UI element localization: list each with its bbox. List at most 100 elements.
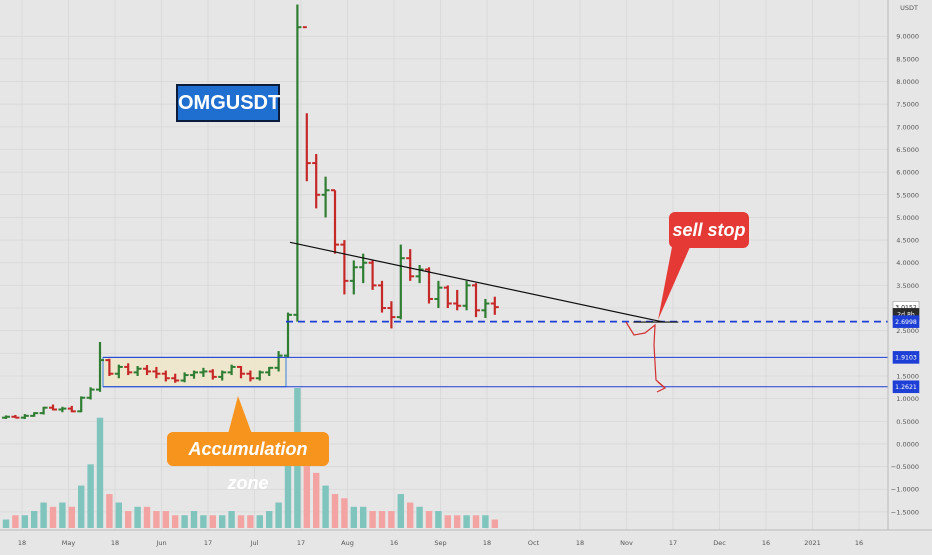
volume-bar [200, 515, 207, 528]
x-tick-label: May [62, 539, 76, 547]
volume-bar [491, 519, 498, 528]
price-tag-box [892, 315, 920, 328]
sell-stop-callout-pointer [658, 247, 690, 320]
x-tick-label: Jul [250, 539, 259, 547]
volume-bar [360, 506, 367, 528]
x-tick-label: 2021 [804, 539, 821, 547]
x-tick-label: Sep [434, 539, 446, 547]
volume-bar [106, 494, 113, 528]
volume-bar [284, 451, 292, 528]
volume-bar [454, 515, 461, 528]
accumulation-zone-label: Accumulation zone [167, 432, 329, 493]
volume-bar [444, 515, 451, 528]
volume-bar [125, 511, 132, 528]
volume-bar [303, 455, 310, 528]
projection-path [625, 321, 666, 389]
y-tick-label: 8.0000 [896, 78, 919, 86]
y-tick-label: 5.0000 [896, 214, 919, 222]
volume-bar [266, 511, 273, 528]
x-tick-label: 16 [390, 539, 398, 547]
x-tick-label: Jun [155, 539, 166, 547]
volume-bar [322, 485, 329, 528]
lines-layer [103, 241, 888, 434]
y-tick-label: 0.0000 [896, 440, 919, 448]
volume-bar [21, 515, 28, 528]
y-tick-label: −1.0000 [891, 486, 919, 494]
x-tick-label: 18 [18, 539, 26, 547]
volume-bar [407, 502, 414, 528]
y-tick-label: 1.5000 [896, 372, 919, 380]
price-tag-label: 1.9103 [895, 355, 917, 362]
volume-bar [2, 519, 10, 528]
x-tick-label: Dec [713, 539, 726, 547]
x-tick-label: 16 [855, 539, 863, 547]
volume-bar [78, 485, 85, 528]
volume-bar [162, 511, 169, 528]
descending-trendline [289, 241, 664, 323]
price-tag-label: 1.2621 [895, 384, 917, 391]
x-tick-label: 17 [204, 539, 212, 547]
x-tick-label: 18 [483, 539, 491, 547]
volume-bar [190, 511, 198, 528]
volume-bar [331, 494, 339, 528]
grid-layer [0, 0, 888, 530]
y-tick-label: 6.0000 [896, 169, 919, 177]
volume-bar [237, 515, 245, 528]
x-tick-label: Aug [341, 539, 354, 547]
volume-bar [31, 511, 38, 528]
volume-bar [256, 515, 263, 528]
volume-bar [369, 511, 376, 528]
y-tick-label: 7.5000 [896, 101, 919, 109]
accumulation-callout-pointer [228, 396, 252, 434]
volume-bar [397, 494, 404, 528]
x-tick-label: 17 [669, 539, 677, 547]
x-tick-label: Nov [620, 539, 633, 547]
volume-bar [143, 506, 151, 528]
volume-bar [68, 506, 75, 528]
currency-label: USDT [900, 4, 918, 12]
price-tag-box [892, 351, 920, 364]
x-tick-label: 17 [297, 539, 305, 547]
volume-bar [388, 511, 395, 528]
y-tick-label: 3.5000 [896, 282, 919, 290]
volume-bar [378, 511, 386, 528]
volume-bar [134, 506, 141, 528]
y-tick-label: 4.0000 [896, 259, 919, 267]
volume-bar [435, 511, 442, 528]
price-tag-label: 2d 8h [897, 312, 915, 319]
y-tick-label: 6.5000 [896, 146, 919, 154]
volume-bar [219, 515, 226, 528]
sell-stop-label: sell stop [669, 212, 749, 248]
x-tick-label: 16 [762, 539, 770, 547]
y-tick-label: 4.5000 [896, 237, 919, 245]
volume-bar [153, 511, 160, 528]
y-tick-label: 1.0000 [896, 395, 919, 403]
volume-bar [275, 502, 282, 528]
volume-bar [341, 498, 348, 528]
volume-bar [115, 502, 122, 528]
projection-arrowhead [656, 381, 667, 393]
price-tag-box [892, 380, 920, 394]
x-tick-label: Oct [528, 539, 540, 547]
volume-bar [482, 515, 489, 528]
volume-bar [181, 515, 188, 528]
y-tick-label: 5.5000 [896, 191, 919, 199]
volume-bar [416, 506, 423, 528]
bars-layer [2, 4, 499, 420]
y-tick-label: 9.0000 [896, 33, 919, 41]
volume-bar [313, 472, 320, 528]
volume-bar [40, 502, 47, 528]
y-tick-label: 0.5000 [896, 418, 919, 426]
volume-bar [472, 515, 480, 528]
volume-bar [228, 511, 235, 528]
y-tick-label: 8.5000 [896, 55, 919, 63]
volume-bar [247, 515, 254, 528]
x-tick-label: 18 [576, 539, 584, 547]
volume-bar [463, 515, 470, 528]
volume-bar [96, 417, 104, 528]
volume-bar [425, 511, 433, 528]
volume-bar [350, 506, 357, 528]
